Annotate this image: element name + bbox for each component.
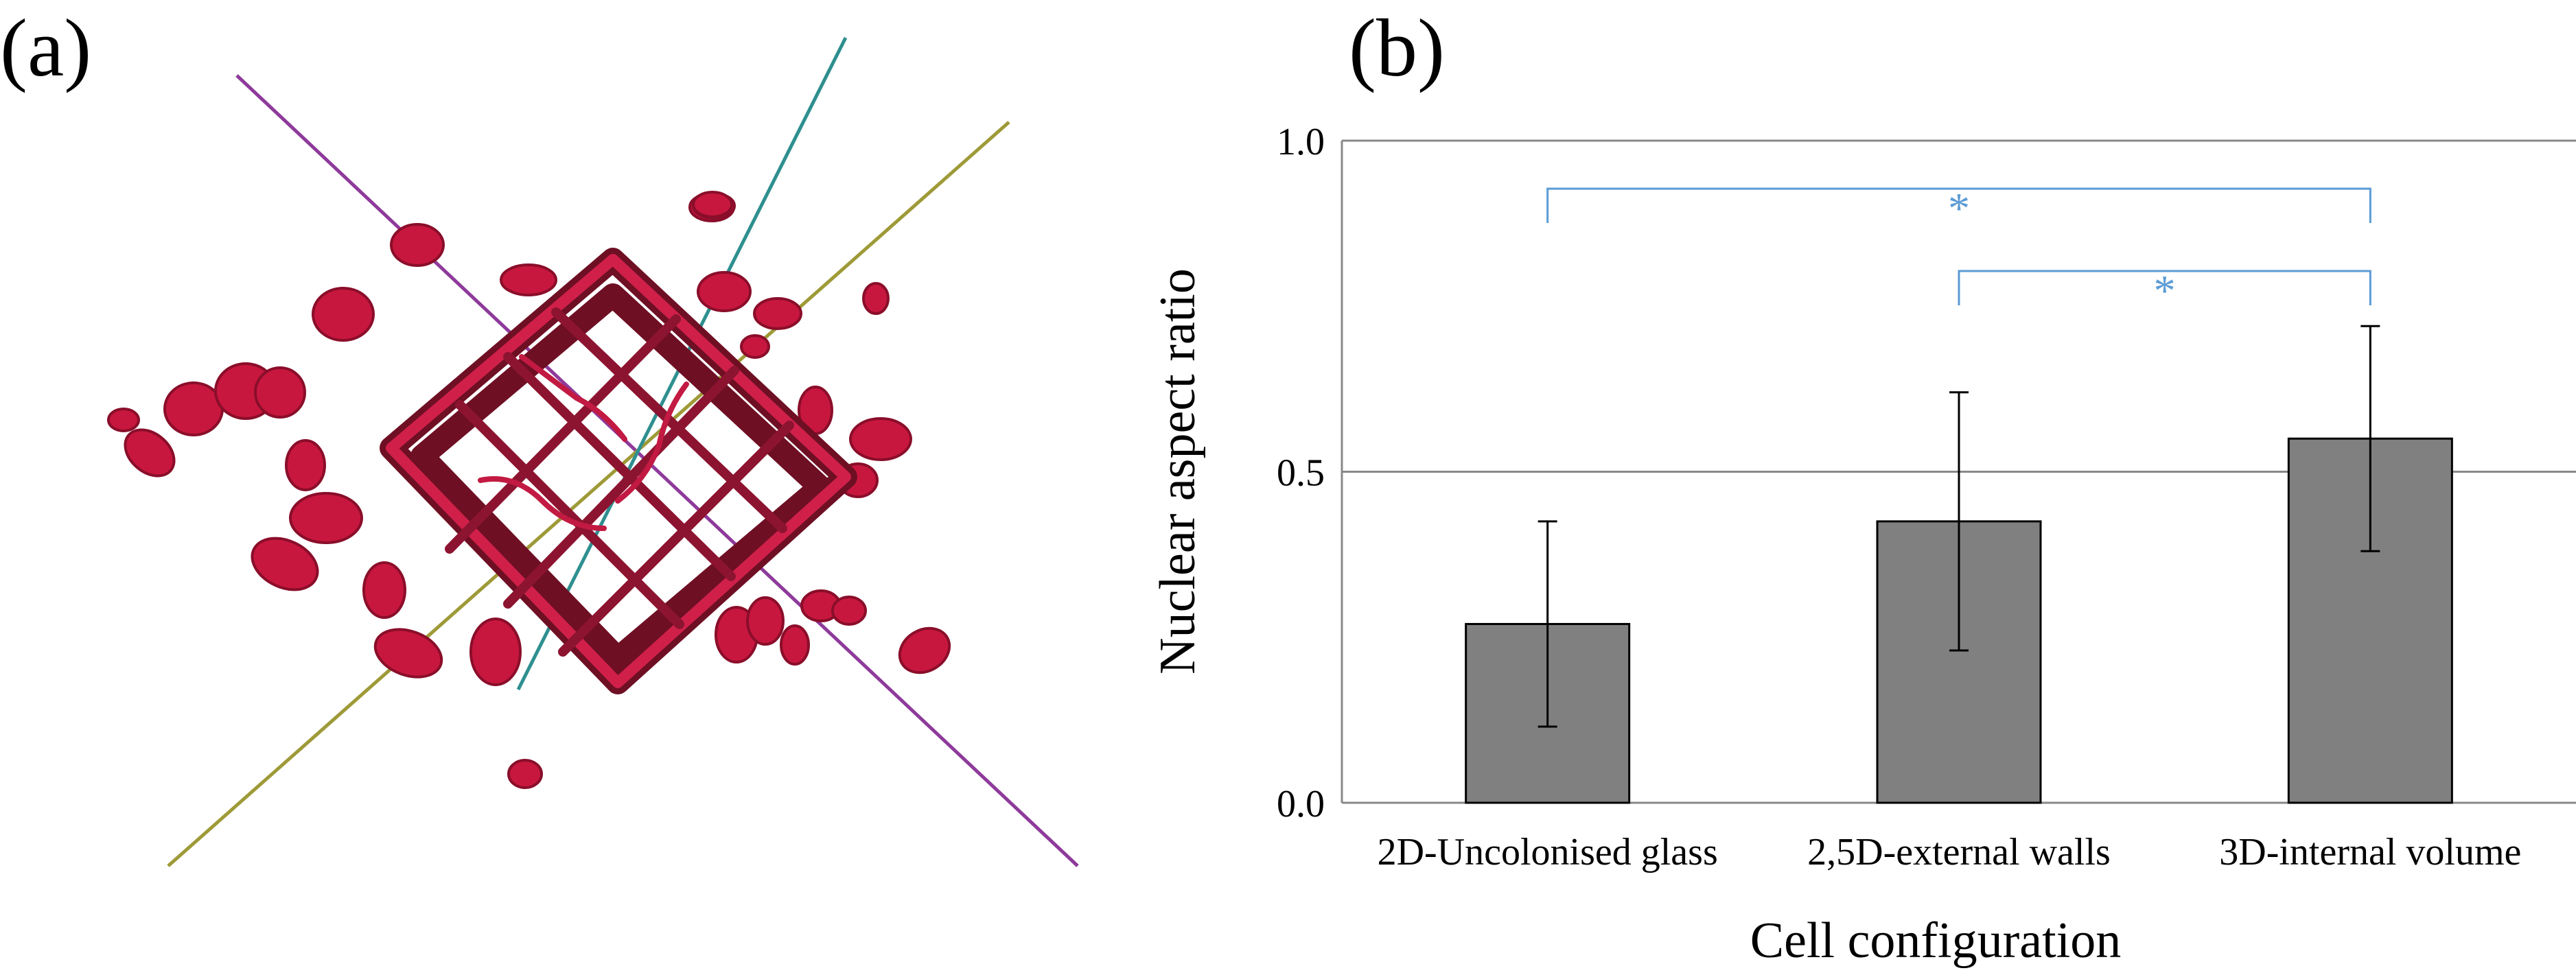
cell (500, 263, 557, 296)
y-tick-label: 0.5 (1277, 452, 1325, 495)
category-label: 2D-Uncolonised glass (1378, 831, 1718, 873)
bars (1465, 437, 2453, 804)
panel-b: (b) 0.0 0.5 1.0 2D-Uncolonised glass 2,5D-e… (1150, 2, 2576, 969)
significance-bracket: * (1546, 184, 2371, 233)
error-bar (1538, 520, 1557, 728)
bar-chart: 0.0 0.5 1.0 2D-Uncolonised glass 2,5D-exter… (1150, 121, 2576, 969)
cell (849, 417, 912, 461)
bracket-line (1546, 187, 2371, 223)
bracket-line (1958, 270, 2371, 305)
cell (746, 596, 785, 646)
cell (362, 561, 406, 619)
error-bars (1538, 325, 2380, 728)
x-axis-label: Cell configuration (1750, 913, 2121, 969)
y-tick-labels: 0.0 0.5 1.0 (1277, 121, 1325, 825)
cell (251, 537, 319, 591)
y-tick-label: 1.0 (1277, 121, 1325, 163)
category-label: 3D-internal volume (2219, 831, 2521, 873)
significance-label: * (1948, 184, 1970, 233)
significance-bracket: * (1958, 266, 2371, 315)
cell (692, 191, 733, 218)
cell (285, 439, 326, 491)
cell (124, 428, 176, 478)
cell (753, 297, 802, 330)
y-axis-label: Nuclear aspect ratio (1150, 268, 1206, 674)
cell-nuclei (107, 191, 951, 789)
cell (862, 282, 890, 315)
scaffold (380, 248, 857, 694)
cell (254, 366, 306, 419)
cell (289, 492, 363, 544)
axis-line-purple (235, 74, 1079, 867)
category-label: 2,5D-external walls (1807, 831, 2111, 873)
error-bar (1949, 391, 1969, 652)
cell (507, 759, 543, 789)
cell (312, 287, 375, 342)
cell (697, 271, 752, 312)
panel-a-label: (a) (0, 2, 91, 93)
panel-a: (a) (0, 2, 1079, 867)
significance-brackets: ** (1546, 184, 2371, 315)
cell (390, 223, 445, 267)
render-3d (107, 36, 1079, 867)
panel-b-label: (b) (1349, 2, 1445, 93)
category-labels: 2D-Uncolonised glass 2,5D-external walls 3… (1378, 831, 2522, 873)
significance-label: * (2154, 266, 2176, 315)
cell (469, 618, 522, 686)
error-bar (2360, 325, 2380, 552)
cell (163, 381, 224, 436)
cell (831, 596, 867, 626)
cell (740, 334, 770, 359)
cell (780, 624, 810, 666)
cell (107, 408, 140, 432)
y-tick-label: 0.0 (1277, 783, 1325, 825)
cell (373, 628, 443, 679)
axis-line-olive (167, 121, 1010, 867)
cell (898, 626, 951, 674)
